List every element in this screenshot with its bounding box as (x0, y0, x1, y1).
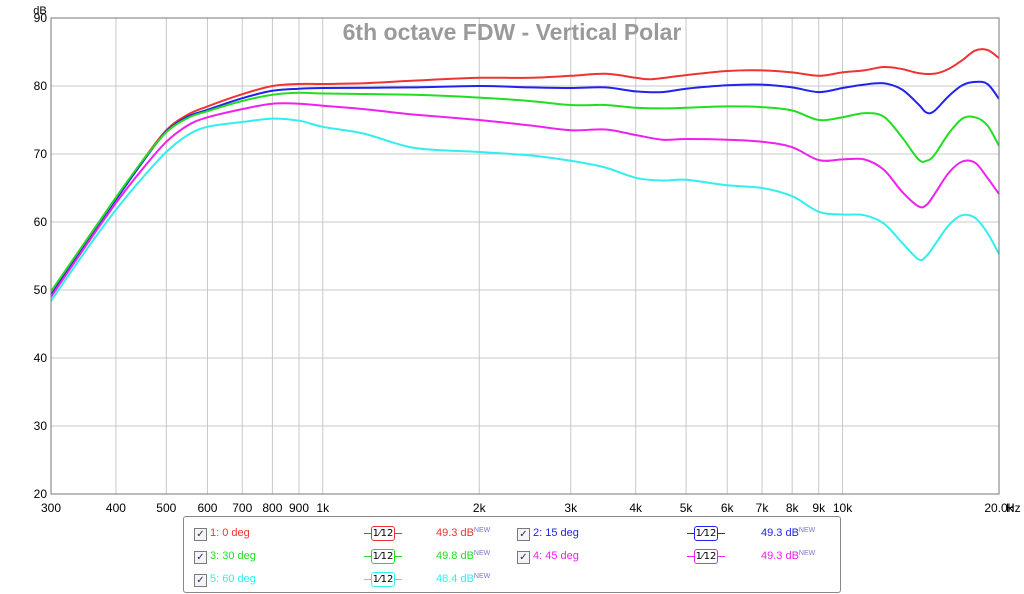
x-tick-label-3k: 3k (564, 501, 578, 515)
new-tag: NEW (798, 527, 816, 534)
legend-value: 49.3 dBNEW (436, 527, 490, 539)
x-tick-label-300: 300 (41, 501, 61, 515)
series-line-2 (50, 80, 1000, 296)
legend-item-2: ✓ 2: 15 deg 1⁄12 49.3 dBNEW (517, 526, 837, 544)
x-tick-label-900: 900 (289, 501, 309, 515)
y-tick-label-30: 30 (34, 419, 48, 433)
x-axis-unit: Hz (1006, 501, 1021, 515)
tick-labels: 20 30 40 50 60 70 80 90 300 400 500 600 700 800 900 1k 2… (34, 11, 1015, 515)
smoothing-label: 1⁄12 (371, 526, 395, 541)
series-line-3 (50, 91, 1000, 292)
x-tick-label-600: 600 (197, 501, 217, 515)
smoothing-label: 1⁄12 (371, 572, 395, 587)
smoothing-indicator[interactable]: 1⁄12 (364, 572, 402, 588)
legend-value: 49.3 dBNEW (761, 527, 815, 539)
grid (50, 17, 1000, 495)
y-tick-label-40: 40 (34, 351, 48, 365)
x-tick-label-800: 800 (262, 501, 282, 515)
x-tick-label-6k: 6k (721, 501, 735, 515)
y-tick-label-90: 90 (34, 11, 48, 25)
x-tick-label-400: 400 (106, 501, 126, 515)
y-tick-label-60: 60 (34, 215, 48, 229)
legend-value-text: 49.8 dB (436, 550, 474, 562)
series-line-1 (50, 48, 1000, 294)
x-tick-label-8k: 8k (786, 501, 800, 515)
series-line-4 (50, 102, 1000, 298)
new-tag: NEW (473, 573, 491, 580)
legend-checkbox[interactable]: ✓ (194, 528, 207, 541)
smoothing-indicator[interactable]: 1⁄12 (687, 526, 725, 542)
plot-border (50, 17, 1000, 495)
legend-item-4: ✓ 4: 45 deg 1⁄12 49.3 dBNEW (517, 549, 837, 567)
x-tick-label-5k: 5k (680, 501, 694, 515)
new-tag: NEW (798, 550, 816, 557)
new-tag: NEW (473, 527, 491, 534)
x-tick-label-4k: 4k (629, 501, 643, 515)
legend-value: 49.8 dBNEW (436, 550, 490, 562)
legend-label: 2: 15 deg (533, 527, 579, 539)
x-tick-label-500: 500 (156, 501, 176, 515)
x-tick-label-9k: 9k (812, 501, 826, 515)
legend-value: 48.4 dBNEW (436, 573, 490, 585)
legend-item-3: ✓ 3: 30 deg 1⁄12 49.8 dBNEW (194, 549, 514, 567)
y-tick-label-80: 80 (34, 79, 48, 93)
series-group (50, 48, 1000, 302)
legend-checkbox[interactable]: ✓ (194, 551, 207, 564)
plot-area (51, 18, 999, 494)
legend-item-5: ✓ 5: 60 deg 1⁄12 48.4 dBNEW (194, 572, 514, 590)
legend-label: 3: 30 deg (210, 550, 256, 562)
smoothing-indicator[interactable]: 1⁄12 (687, 549, 725, 565)
chart-title: 6th octave FDW - Vertical Polar (343, 19, 682, 45)
legend-value-text: 49.3 dB (761, 527, 799, 539)
legend-checkbox[interactable]: ✓ (194, 574, 207, 587)
legend-label: 1: 0 deg (210, 527, 250, 539)
y-tick-label-20: 20 (34, 487, 48, 501)
smoothing-label: 1⁄12 (694, 549, 718, 564)
x-tick-label-20.0k: 20.0k (984, 501, 1014, 515)
y-axis-label: dB (33, 5, 46, 17)
x-tick-label-1k: 1k (316, 501, 330, 515)
legend-label: 5: 60 deg (210, 573, 256, 585)
legend-value: 49.3 dBNEW (761, 550, 815, 562)
smoothing-label: 1⁄12 (694, 526, 718, 541)
smoothing-indicator[interactable]: 1⁄12 (364, 526, 402, 542)
legend: ✓ 1: 0 deg 1⁄12 49.3 dBNEW ✓ 2: 15 deg 1⁄12 49.… (183, 516, 841, 593)
x-tick-label-700: 700 (232, 501, 252, 515)
legend-checkbox[interactable]: ✓ (517, 551, 530, 564)
x-tick-label-2k: 2k (473, 501, 487, 515)
legend-value-text: 49.3 dB (761, 550, 799, 562)
legend-item-1: ✓ 1: 0 deg 1⁄12 49.3 dBNEW (194, 526, 514, 544)
series-line-5 (50, 117, 1000, 302)
y-tick-label-70: 70 (34, 147, 48, 161)
x-tick-label-7k: 7k (756, 501, 770, 515)
legend-value-text: 49.3 dB (436, 527, 474, 539)
smoothing-label: 1⁄12 (371, 549, 395, 564)
legend-label: 4: 45 deg (533, 550, 579, 562)
legend-checkbox[interactable]: ✓ (517, 528, 530, 541)
legend-value-text: 48.4 dB (436, 573, 474, 585)
smoothing-indicator[interactable]: 1⁄12 (364, 549, 402, 565)
y-tick-label-50: 50 (34, 283, 48, 297)
new-tag: NEW (473, 550, 491, 557)
x-tick-label-10k: 10k (833, 501, 853, 515)
